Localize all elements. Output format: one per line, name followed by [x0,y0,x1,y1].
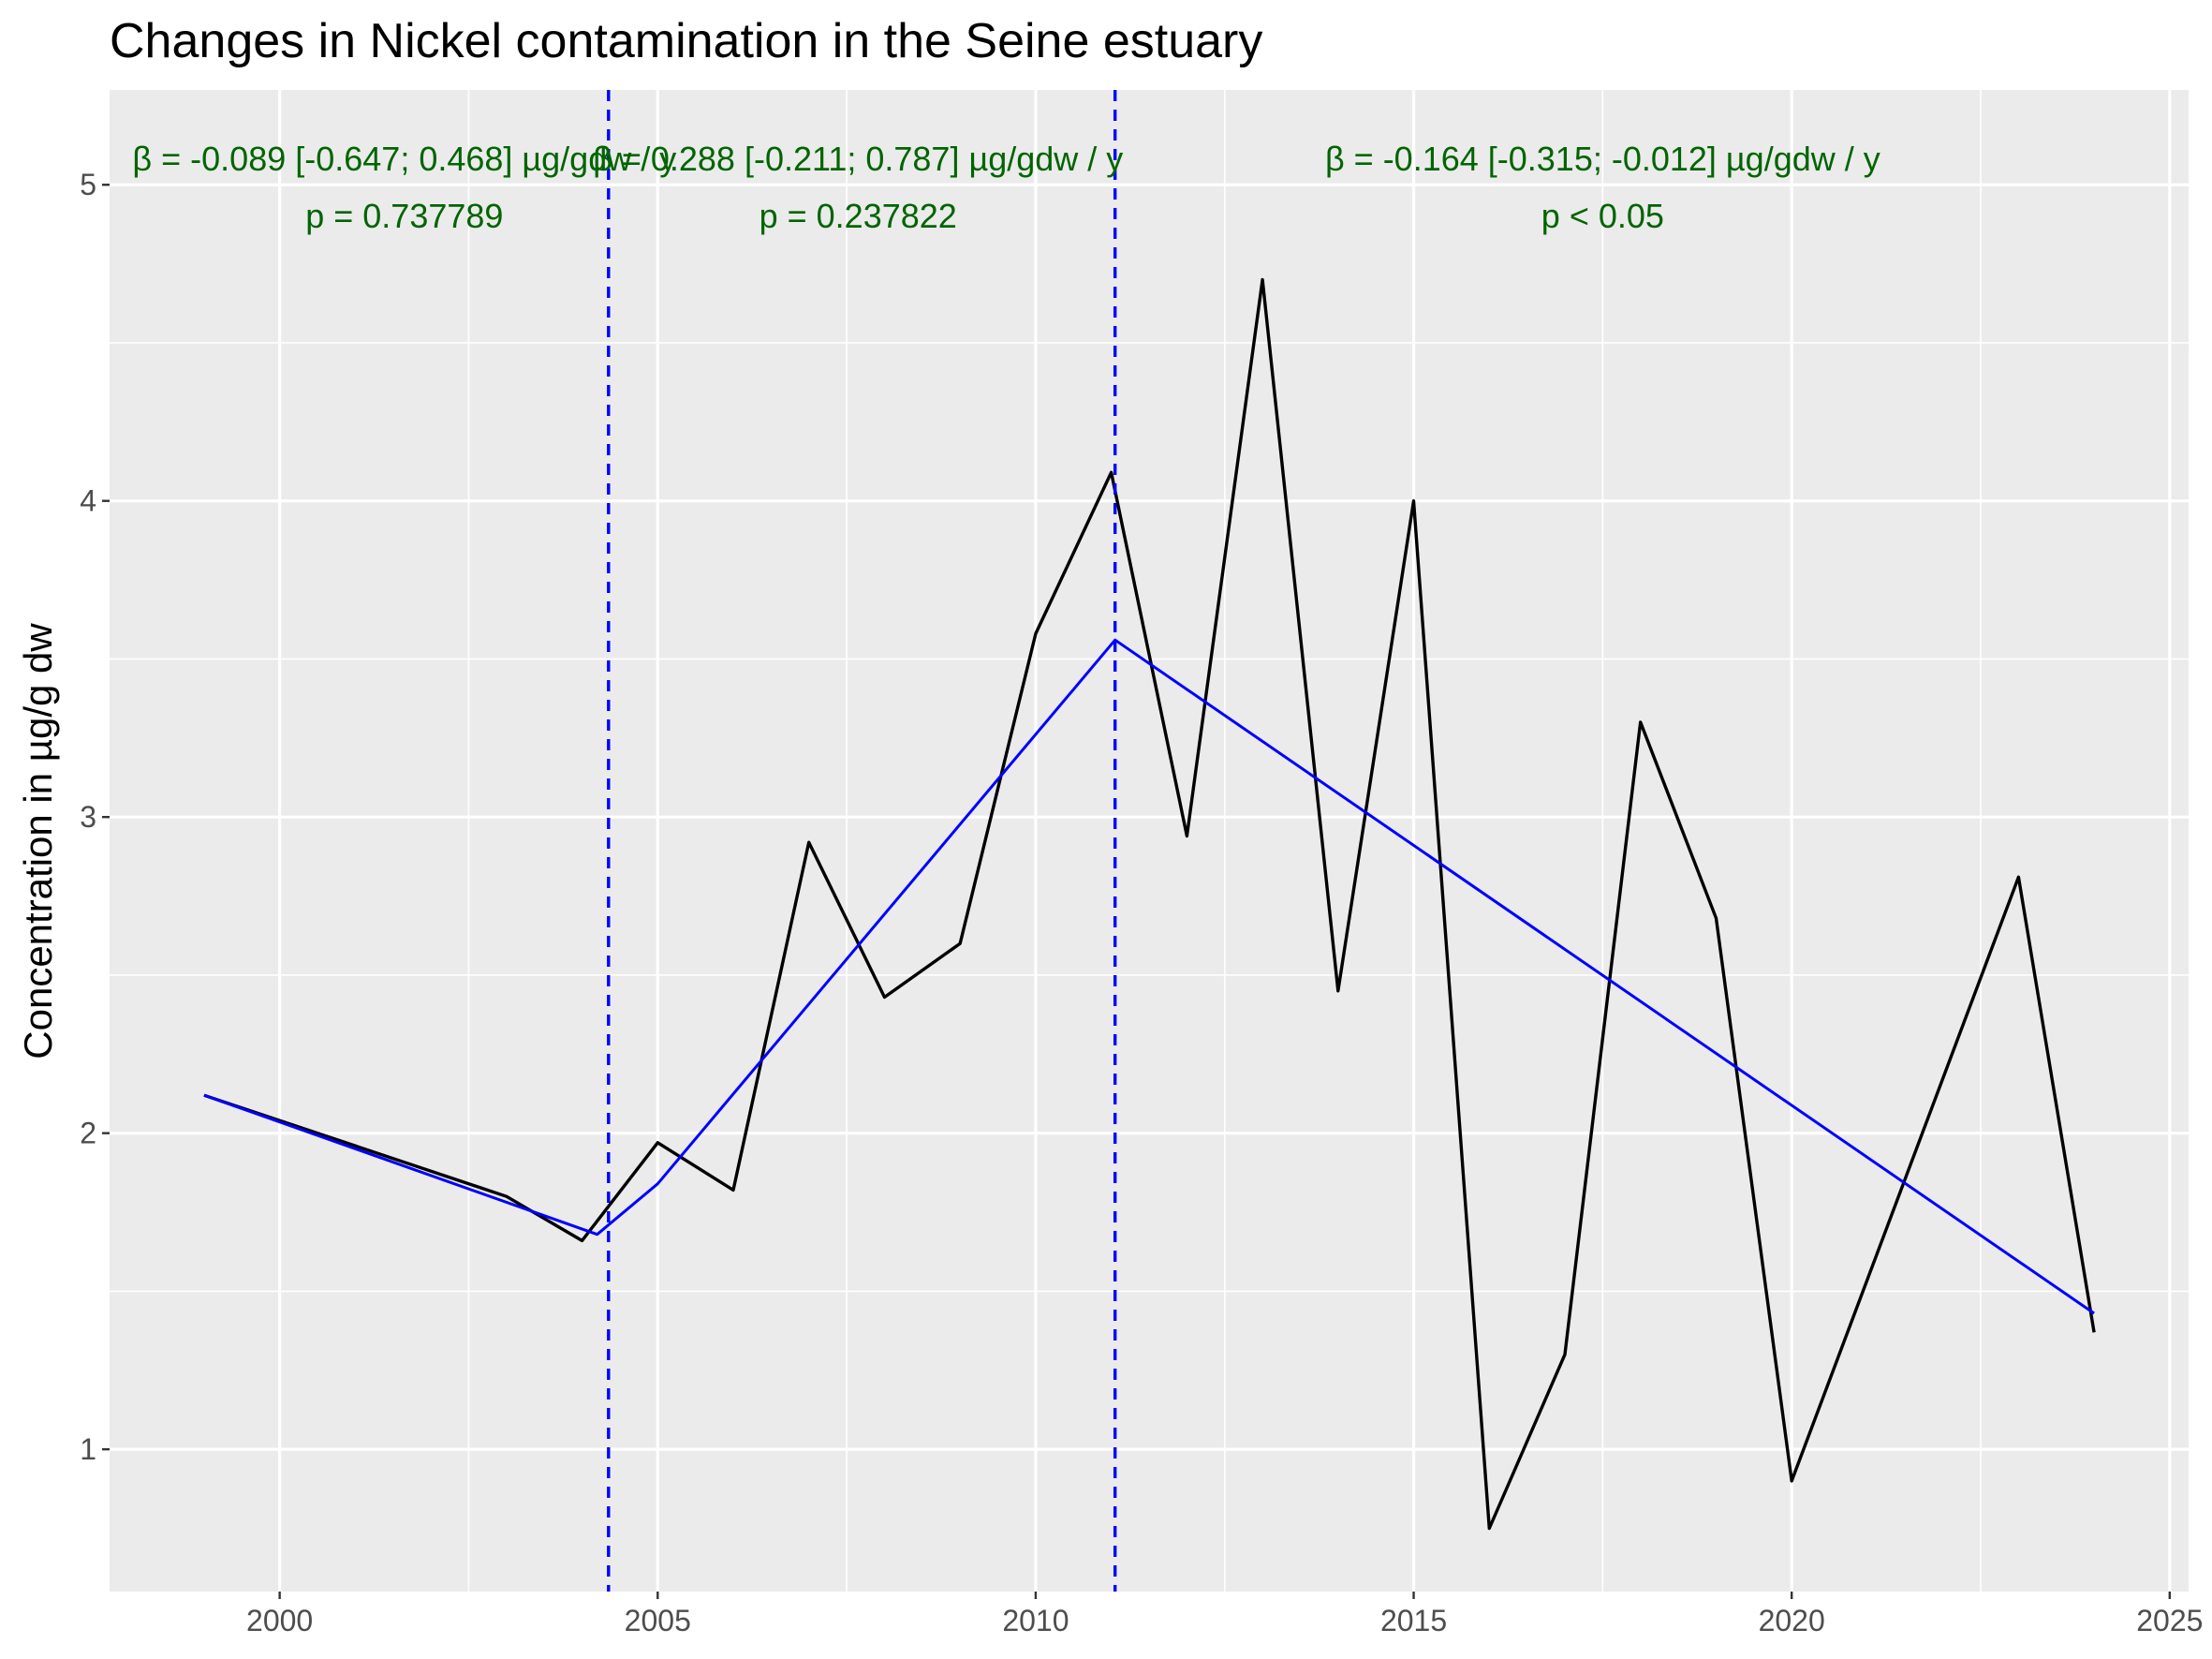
annotation-group: β = -0.089 [-0.647; 0.468] µg/gdw / y p =… [132,140,1880,235]
x-tick-label: 2025 [2136,1604,2203,1637]
segment-slope-label: β = -0.089 [-0.647; 0.468] µg/gdw / y [132,140,676,178]
x-tick-label: 2010 [1002,1604,1069,1637]
breakpoint-layer [607,90,1117,1592]
segment-pvalue-label: p = 0.737789 [305,197,503,235]
segment-pvalue-label: p = 0.237822 [759,197,957,235]
minor-grid [110,90,2189,1592]
segment-slope-label: β = 0.288 [-0.211; 0.787] µg/gdw / y [593,140,1123,178]
y-tick-label: 1 [80,1432,96,1466]
series-layer [203,277,2096,1531]
y-tick-label: 5 [80,168,96,201]
axis-layer: 2000 2005 2010 2015 2020 2025 1 2 3 4 5 [80,168,2203,1637]
annotation-layer: β = -0.089 [-0.647; 0.468] µg/gdw / y p =… [132,140,1880,235]
y-tick-label: 2 [80,1117,96,1150]
segment-pvalue-label: p < 0.05 [1541,197,1664,235]
major-grid [110,90,2189,1592]
x-tick-label: 2020 [1759,1604,1825,1637]
x-tick-label: 2000 [246,1604,313,1637]
y-axis-label: Concentration in µg/g dw [16,623,60,1059]
segmented-trend-line [203,638,2095,1315]
observed-series-line [203,277,2096,1531]
x-tick-label: 2005 [625,1604,691,1637]
y-tick-label: 3 [80,800,96,834]
y-tick-label: 4 [80,484,96,518]
x-tick-label: 2015 [1380,1604,1447,1637]
chart-title: Changes in Nickel contamination in the S… [110,14,1262,68]
segment-slope-label: β = -0.164 [-0.315; -0.012] µg/gdw / y [1325,140,1880,178]
plot-panel [110,90,2189,1592]
